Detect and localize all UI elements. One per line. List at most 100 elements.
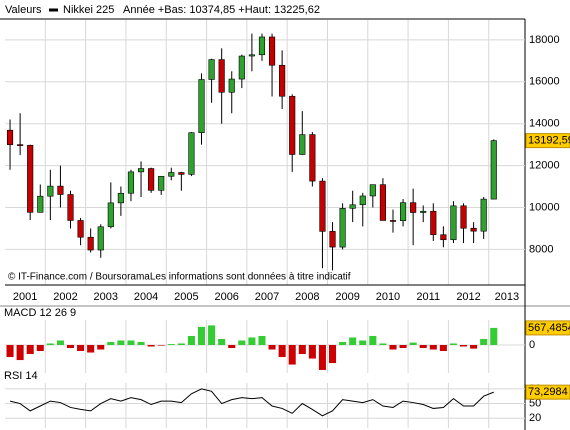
histogram-bar <box>389 344 397 350</box>
watermark: © IT-Finance.com / BoursoramaLes informa… <box>8 272 351 283</box>
histogram-bar <box>157 344 165 346</box>
histogram-bar <box>399 344 407 349</box>
histogram-bar <box>187 335 195 345</box>
histogram-bar <box>460 344 468 347</box>
histogram-bar <box>268 344 276 350</box>
candle-body <box>420 210 427 213</box>
candle-body <box>399 202 407 221</box>
histogram-bar <box>218 338 226 345</box>
last-value-label: 567,4854 <box>528 322 570 334</box>
histogram-bar <box>238 340 246 345</box>
candle-body <box>319 180 326 232</box>
candle-body <box>137 168 145 173</box>
histogram-bar <box>278 344 286 358</box>
candle-body <box>57 185 64 195</box>
rsi-line <box>9 388 494 417</box>
candle-body <box>268 36 276 66</box>
histogram-bar <box>449 343 457 345</box>
y-tick-label: 50 <box>529 397 541 409</box>
candle-body <box>258 36 266 56</box>
candle-body <box>97 226 104 251</box>
last-value-box <box>525 320 570 336</box>
candle-body <box>17 144 24 146</box>
candle-body <box>198 79 205 134</box>
y-tick-label: 16000 <box>529 76 560 88</box>
y-tick-label: 14000 <box>529 118 560 130</box>
chart-subtitle: Année +Bas: 10374,85 +Haut: 13225,62 <box>123 4 320 16</box>
candle-body <box>6 129 14 145</box>
histogram-bar <box>147 344 155 347</box>
x-tick-label: 2012 <box>456 291 480 303</box>
histogram-bar <box>87 344 95 353</box>
candle-body <box>349 204 356 209</box>
chart-title: Valeurs <box>5 4 42 16</box>
histogram-bar <box>107 341 115 345</box>
histogram-bar <box>177 343 185 345</box>
histogram-bar <box>167 344 175 345</box>
x-tick-label: 2007 <box>255 291 279 303</box>
histogram-bar <box>258 335 266 345</box>
candle-body <box>218 59 225 93</box>
histogram-bar <box>36 344 44 352</box>
x-tick-label: 2003 <box>94 291 118 303</box>
candle-body <box>37 195 44 213</box>
candle-body <box>450 205 457 241</box>
last-value-label: 13192,59 <box>528 135 570 147</box>
candle-body <box>470 227 477 232</box>
candle-body <box>309 134 316 182</box>
x-tick-label: 2011 <box>416 291 440 303</box>
histogram-bar <box>248 337 256 345</box>
histogram-bar <box>339 341 347 345</box>
x-tick-label: 2005 <box>174 291 198 303</box>
histogram-bar <box>16 344 24 361</box>
candle-body <box>299 134 306 155</box>
x-tick-label: 2002 <box>53 291 77 303</box>
x-tick-label: 2008 <box>295 291 319 303</box>
candle-body <box>359 195 366 206</box>
last-value-label: 73,2984 <box>528 386 568 398</box>
x-tick-label: 2010 <box>376 291 400 303</box>
x-tick-label: 2013 <box>495 291 519 303</box>
candle-body <box>158 175 165 191</box>
histogram-bar <box>349 337 357 345</box>
histogram-bar <box>117 340 125 345</box>
candle-body <box>430 210 437 236</box>
last-value-box <box>525 133 570 149</box>
candle-body <box>77 220 84 238</box>
candle-body <box>238 55 245 80</box>
candle-body <box>47 185 54 197</box>
candle-body <box>178 172 185 175</box>
candle-body <box>279 64 286 97</box>
last-value-box <box>525 384 570 400</box>
candle-body <box>389 220 397 222</box>
candle-body <box>339 208 346 248</box>
candle-body <box>289 95 296 155</box>
x-tick-label: 2009 <box>335 291 359 303</box>
legend-label: Nikkei 225 <box>63 4 114 16</box>
histogram-bar <box>419 344 427 349</box>
panel-title: MACD 12 26 9 <box>4 307 76 319</box>
candle-body <box>480 198 487 232</box>
candle-body <box>127 171 135 194</box>
y-tick-label: 10000 <box>529 201 560 213</box>
histogram-bar <box>288 344 296 365</box>
histogram-bar <box>490 327 498 345</box>
x-tick-label: 2004 <box>134 291 158 303</box>
histogram-bar <box>470 344 478 349</box>
panel-title: RSI 14 <box>4 370 38 382</box>
y-tick-label: 18000 <box>529 34 560 46</box>
histogram-bar <box>228 344 236 349</box>
histogram-bar <box>56 340 64 345</box>
histogram-bar <box>127 340 135 345</box>
x-tick-label: 2001 <box>13 291 37 303</box>
candle-body <box>440 234 447 241</box>
candle-body <box>228 78 235 93</box>
histogram-bar <box>409 342 417 345</box>
histogram-bar <box>308 344 316 359</box>
histogram-bar <box>208 325 216 345</box>
histogram-bar <box>439 344 447 352</box>
plot <box>6 33 497 271</box>
histogram-bar <box>46 343 54 345</box>
histogram-bar <box>369 335 377 345</box>
